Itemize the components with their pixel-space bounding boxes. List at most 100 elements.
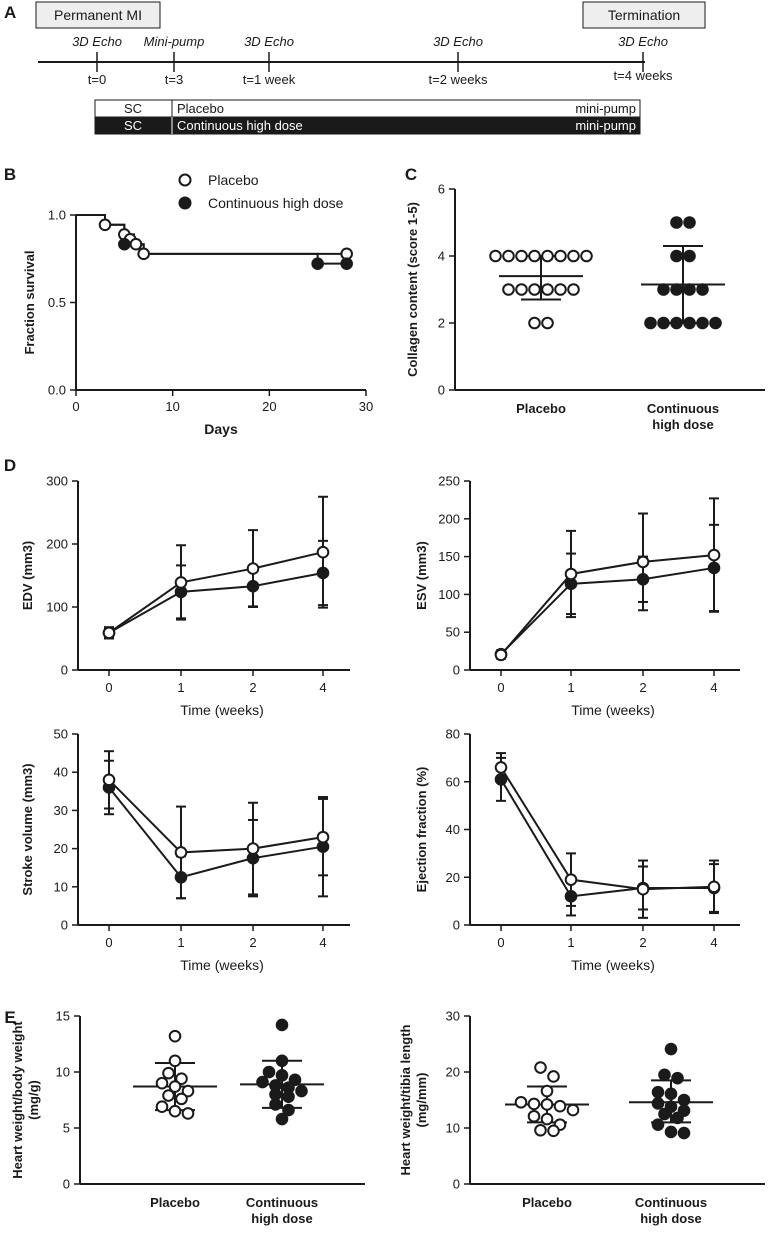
esv-y-axis-title: ESV (mm3)	[414, 541, 429, 610]
collagen-category-label: Continuous	[647, 401, 719, 416]
edv-line-high-dose	[108, 571, 324, 634]
high-dose-bar-sc: SC	[124, 118, 142, 133]
esv-y-tick-label: 100	[438, 587, 460, 602]
stroke-volume-x-tick-label: 2	[249, 935, 256, 950]
collagen-point-placebo	[502, 283, 515, 296]
esv-line-high-dose	[500, 566, 715, 655]
edv-y-axis-title: EDV (mm3)	[20, 541, 35, 610]
hw-bw-y-tick-label: 5	[63, 1121, 70, 1136]
ejection-fraction-y-tick-label: 60	[446, 774, 460, 789]
hw-bw-point-placebo	[175, 1072, 188, 1086]
collagen-y-tick-label: 0	[438, 383, 445, 398]
collagen-point-placebo	[567, 283, 580, 296]
collagen-point-high-dose	[696, 316, 709, 330]
panel-letter-e: E	[4, 1008, 15, 1027]
ejection-fraction-x-axis-title: Time (weeks)	[571, 957, 655, 973]
edv-marker-placebo	[102, 626, 116, 640]
collagen-point-high-dose	[657, 283, 670, 296]
ejection-fraction-line-placebo	[500, 766, 715, 891]
hw-tl-point-high-dose	[664, 1087, 678, 1101]
edv-y-tick-label: 0	[61, 663, 68, 678]
collagen-point-high-dose	[709, 316, 722, 330]
hw-tl-point-placebo	[547, 1070, 560, 1083]
time-label-1w: t=1 week	[243, 72, 296, 87]
stroke-volume-y-tick-label: 20	[54, 841, 68, 856]
collagen-point-high-dose	[670, 216, 683, 229]
collagen-point-placebo	[502, 249, 515, 263]
hw-tl-point-high-dose	[677, 1093, 691, 1107]
ejection-fraction-marker-placebo	[636, 882, 650, 896]
survival-x-tick-label: 30	[359, 399, 373, 414]
esv-marker-high-dose	[636, 572, 650, 586]
hw-tl-point-high-dose	[671, 1071, 684, 1085]
collagen-y-tick-label: 4	[438, 249, 445, 264]
hw-bw-point-high-dose	[269, 1098, 282, 1111]
survival-marker-high-dose	[311, 257, 324, 270]
collagen-point-placebo	[528, 283, 541, 296]
collagen-point-high-dose	[657, 316, 670, 330]
legend-filled-marker	[178, 196, 192, 210]
collagen-point-placebo	[541, 283, 554, 296]
hw-bw-point-placebo	[168, 1029, 182, 1043]
hw-bw-category-label: high dose	[251, 1211, 312, 1226]
survival-line-placebo	[76, 214, 347, 255]
hw-bw-point-high-dose	[282, 1103, 295, 1117]
edv-marker-high-dose	[246, 579, 260, 593]
survival-y-tick-label: 0.5	[48, 295, 66, 310]
high-dose-bar-minipump: mini-pump	[575, 118, 636, 133]
edv-x-tick-label: 4	[319, 680, 326, 695]
chart-edv: D 0 100 200 300 EDV (mm3) 0 1 2 4 Time (weeks)	[4, 456, 350, 718]
hw-bw-category-label: Placebo	[150, 1195, 200, 1210]
survival-y-tick-label: 0.0	[48, 383, 66, 398]
esv-x-tick-label: 0	[497, 680, 504, 695]
stroke-volume-x-tick-label: 1	[177, 935, 184, 950]
panel-letter-c: C	[405, 165, 417, 184]
termination-label: Termination	[608, 7, 680, 23]
esv-x-tick-label: 4	[710, 680, 717, 695]
hw-tl-point-placebo	[540, 1098, 554, 1111]
ejection-fraction-y-tick-label: 80	[446, 727, 460, 742]
hw-bw-point-high-dose	[269, 1088, 282, 1101]
stroke-volume-marker-placebo	[246, 842, 260, 855]
ejection-fraction-y-tick-label: 40	[446, 822, 460, 837]
panel-letter-d: D	[4, 456, 16, 475]
survival-marker-high-dose	[340, 257, 353, 270]
survival-x-tick-label: 20	[262, 399, 276, 414]
collagen-point-high-dose	[696, 283, 709, 296]
legend: Placebo Continuous high dose	[178, 172, 344, 211]
collagen-y-tick-label: 2	[438, 316, 445, 331]
esv-y-tick-label: 50	[446, 625, 460, 640]
hw-tl-point-placebo	[534, 1061, 547, 1074]
event-label-minipump: Mini-pump	[144, 34, 205, 49]
collagen-category-label: high dose	[652, 417, 713, 432]
survival-marker-placebo	[137, 247, 150, 261]
hw-bw-point-placebo	[175, 1092, 188, 1106]
esv-y-tick-label: 150	[438, 549, 460, 564]
hw-tl-point-high-dose	[651, 1085, 665, 1099]
chart-hw-bw: E 0 5 10 15 Heart weight/body weight (mg/g) Pla…	[4, 1008, 365, 1226]
hw-tl-point-high-dose	[658, 1068, 671, 1082]
hw-tl-point-placebo	[540, 1112, 554, 1126]
hw-tl-y-tick-label: 0	[453, 1177, 460, 1192]
survival-x-tick-label: 0	[72, 399, 79, 414]
stroke-volume-marker-placebo	[102, 773, 116, 787]
stroke-volume-x-axis-title: Time (weeks)	[180, 957, 264, 973]
hw-bw-y-tick-label: 10	[56, 1065, 70, 1080]
edv-y-tick-label: 300	[46, 474, 68, 489]
hw-bw-y-axis-title: Heart weight/body weight	[10, 1021, 25, 1179]
hw-bw-point-high-dose	[275, 1069, 289, 1082]
collagen-category-label: Placebo	[516, 401, 566, 416]
hw-tl-y-axis-title: (mg/mm)	[414, 1073, 429, 1128]
chart-collagen: C 0 2 4 6 Collagen content (score 1-5) Placebo…	[405, 165, 765, 432]
event-label-echo-2w: 3D Echo	[433, 34, 483, 49]
ejection-fraction-marker-high-dose	[494, 773, 508, 786]
hw-bw-point-high-dose	[275, 1054, 289, 1068]
esv-marker-placebo	[707, 548, 721, 562]
edv-marker-high-dose	[316, 566, 330, 580]
permanent-mi-box	[35, 1, 161, 29]
hw-bw-point-placebo	[162, 1066, 175, 1080]
edv-marker-placebo	[246, 562, 260, 575]
hw-tl-point-placebo	[514, 1095, 528, 1109]
esv-y-tick-label: 200	[438, 511, 460, 526]
legend-high-dose: Continuous high dose	[208, 195, 344, 211]
